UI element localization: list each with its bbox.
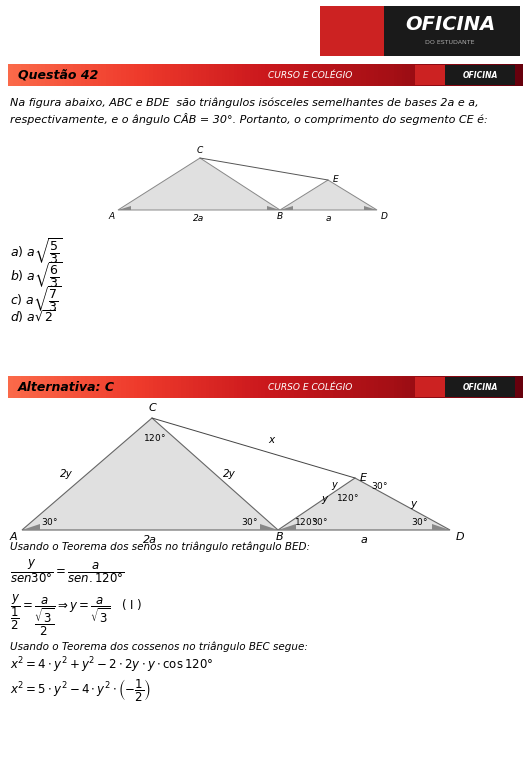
Polygon shape xyxy=(278,478,450,530)
Polygon shape xyxy=(432,524,450,530)
Text: 2y: 2y xyxy=(60,469,73,479)
Text: 2a: 2a xyxy=(143,535,157,545)
Text: OFICINA: OFICINA xyxy=(463,71,498,79)
Text: E: E xyxy=(333,175,339,185)
Polygon shape xyxy=(22,418,278,530)
Text: $30°$: $30°$ xyxy=(242,516,259,527)
Text: 2y: 2y xyxy=(223,469,236,479)
Text: Usando o Teorema dos senos no triângulo retângulo BED:: Usando o Teorema dos senos no triângulo … xyxy=(10,542,310,553)
Text: $120°$: $120°$ xyxy=(336,492,358,503)
Text: $30°$: $30°$ xyxy=(412,516,429,527)
Text: $a)\ a\sqrt{\dfrac{5}{3}}$: $a)\ a\sqrt{\dfrac{5}{3}}$ xyxy=(10,236,63,265)
Text: C: C xyxy=(197,146,203,155)
Polygon shape xyxy=(118,206,131,210)
Text: $30°$: $30°$ xyxy=(312,516,329,527)
Text: 2a: 2a xyxy=(193,214,204,223)
Polygon shape xyxy=(278,524,296,530)
Text: $x^2 = 4 \cdot y^2 + y^2 - 2 \cdot 2y \cdot y \cdot \cos120°$: $x^2 = 4 \cdot y^2 + y^2 - 2 \cdot 2y \c… xyxy=(10,655,213,674)
Text: a: a xyxy=(326,214,331,223)
Text: $\dfrac{y}{sen30°} = \dfrac{a}{sen.120°}$: $\dfrac{y}{sen30°} = \dfrac{a}{sen.120°}… xyxy=(10,558,125,584)
Text: $30°$: $30°$ xyxy=(41,516,58,527)
Bar xyxy=(415,65,515,85)
Text: Questão 42: Questão 42 xyxy=(18,69,98,82)
Text: $120°$: $120°$ xyxy=(143,432,165,443)
Text: OFICINA: OFICINA xyxy=(405,16,495,34)
Text: $120°$: $120°$ xyxy=(294,516,317,527)
Polygon shape xyxy=(118,158,280,210)
Bar xyxy=(320,6,520,56)
Polygon shape xyxy=(364,206,377,210)
Text: $d)\ a\sqrt{2}$: $d)\ a\sqrt{2}$ xyxy=(10,308,56,324)
Text: $b)\ a\sqrt{\dfrac{6}{3}}$: $b)\ a\sqrt{\dfrac{6}{3}}$ xyxy=(10,260,63,289)
Text: y: y xyxy=(321,494,328,504)
Bar xyxy=(415,377,445,397)
Polygon shape xyxy=(280,180,377,210)
Text: CURSO E COLÉGIO: CURSO E COLÉGIO xyxy=(268,383,352,392)
Text: A: A xyxy=(109,212,115,221)
Text: $y$: $y$ xyxy=(331,480,339,492)
Text: D: D xyxy=(381,212,388,221)
Text: respectivamente, e o ângulo CÂB = 30°. Portanto, o comprimento do segmento CE é:: respectivamente, e o ângulo CÂB = 30°. P… xyxy=(10,113,488,125)
Text: Na figura abaixo, ABC e BDE  são triângulos isósceles semelhantes de bases 2a e : Na figura abaixo, ABC e BDE são triângul… xyxy=(10,98,478,109)
Polygon shape xyxy=(260,524,278,530)
Polygon shape xyxy=(22,524,40,530)
Text: $30°$: $30°$ xyxy=(371,480,388,491)
Text: B: B xyxy=(276,532,284,542)
Text: y: y xyxy=(410,499,417,509)
Text: $c)\ a\sqrt{\dfrac{7}{3}}$: $c)\ a\sqrt{\dfrac{7}{3}}$ xyxy=(10,284,62,314)
Text: B: B xyxy=(277,212,283,221)
Text: a: a xyxy=(361,535,367,545)
Polygon shape xyxy=(267,206,280,210)
Text: D: D xyxy=(456,532,465,542)
Text: C: C xyxy=(148,403,156,413)
Bar xyxy=(320,6,384,56)
Text: x: x xyxy=(269,435,275,445)
Text: $\dfrac{y}{\dfrac{1}{2}} = \dfrac{a}{\dfrac{\sqrt{3}}{2}} \Rightarrow y = \dfrac: $\dfrac{y}{\dfrac{1}{2}} = \dfrac{a}{\df… xyxy=(10,593,142,638)
Text: Alternativa: C: Alternativa: C xyxy=(18,381,115,394)
Text: DO ESTUDANTE: DO ESTUDANTE xyxy=(425,40,475,44)
Bar xyxy=(415,377,515,397)
Text: OFICINA: OFICINA xyxy=(463,383,498,392)
Text: A: A xyxy=(10,532,17,542)
Text: CURSO E COLÉGIO: CURSO E COLÉGIO xyxy=(268,71,352,80)
Polygon shape xyxy=(280,206,293,210)
Text: $x^2 = 5 \cdot y^2 - 4 \cdot y^2 \cdot \left(-\dfrac{1}{2}\right)$: $x^2 = 5 \cdot y^2 - 4 \cdot y^2 \cdot \… xyxy=(10,677,151,703)
Bar xyxy=(415,65,445,85)
Text: E: E xyxy=(360,473,367,483)
Text: Usando o Teorema dos cossenos no triângulo BEC segue:: Usando o Teorema dos cossenos no triângu… xyxy=(10,641,308,652)
